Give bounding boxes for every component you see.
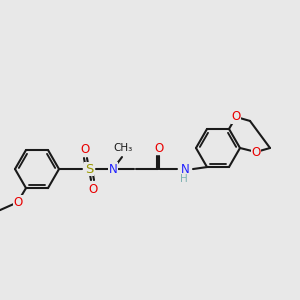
Text: O: O	[88, 183, 98, 196]
Text: S: S	[85, 163, 93, 176]
Text: O: O	[80, 142, 90, 156]
Text: N: N	[181, 163, 189, 176]
Text: O: O	[231, 110, 241, 123]
Text: O: O	[14, 196, 22, 208]
Text: O: O	[154, 142, 164, 154]
Text: O: O	[251, 146, 261, 158]
Text: CH₃: CH₃	[113, 143, 133, 153]
Text: H: H	[180, 174, 188, 184]
Text: N: N	[109, 163, 117, 176]
